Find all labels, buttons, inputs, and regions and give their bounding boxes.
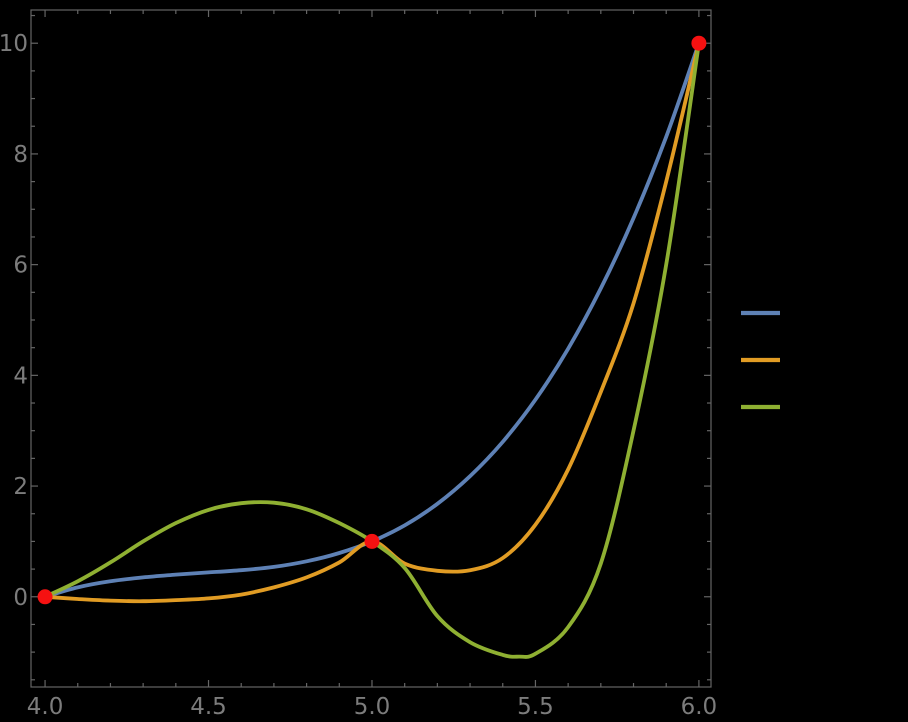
y-axis-tick-labels: 0 2 4 6 8 10: [0, 31, 28, 611]
curve-series-green: [43, 41, 701, 659]
plot-frame: [30, 9, 712, 688]
data-points-group: [37, 35, 707, 605]
curves-group: [43, 41, 701, 659]
x-tick-label: 4.0: [27, 694, 64, 720]
y-tick-label: 8: [13, 142, 28, 168]
x-tick-label: 5.0: [354, 694, 391, 720]
data-point: [691, 35, 707, 51]
curve-series-blue: [43, 41, 701, 599]
legend-group: [741, 310, 780, 410]
y-tick-label: 6: [13, 253, 28, 279]
axis-ticks: [31, 10, 711, 687]
y-tick-label: 4: [13, 363, 28, 389]
data-point: [364, 533, 380, 549]
y-tick-label: 10: [0, 31, 28, 57]
x-axis-tick-labels: 4.0 4.5 5.0 5.5 6.0: [27, 694, 717, 720]
data-point: [37, 589, 53, 605]
y-tick-label: 0: [13, 585, 28, 611]
x-tick-label: 6.0: [681, 694, 718, 720]
y-tick-label: 2: [13, 474, 28, 500]
x-tick-label: 4.5: [190, 694, 227, 720]
x-tick-label: 5.5: [517, 694, 554, 720]
